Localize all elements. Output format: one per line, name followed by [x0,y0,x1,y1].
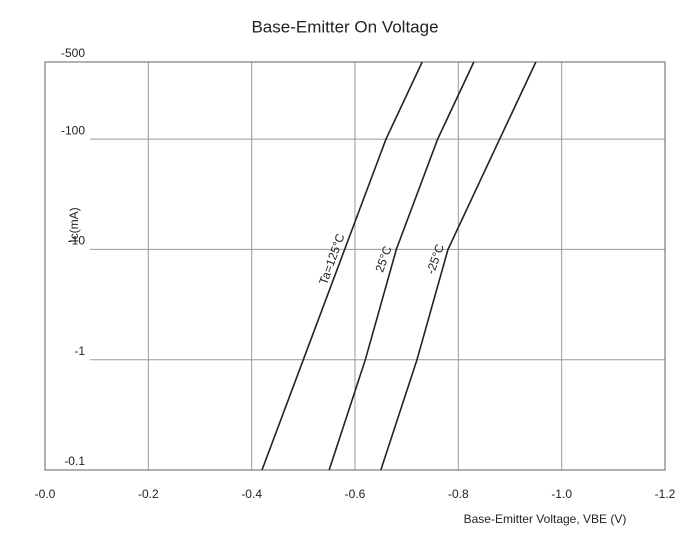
y-tick-label: -500 [61,46,85,60]
y-tick-label: -10 [68,234,86,248]
background [0,0,682,546]
y-tick-label: -0.1 [64,454,85,468]
x-tick-label: -1.2 [655,487,676,501]
x-axis-label: Base-Emitter Voltage, VBE (V) [464,512,627,526]
chart: Base-Emitter On Voltage Base-Emitter Vol… [0,0,682,546]
x-tick-label: -0.4 [241,487,262,501]
y-tick-label: -1 [74,344,85,358]
x-tick-label: -0.2 [138,487,159,501]
page: Base-Emitter On Voltage Base-Emitter Vol… [0,0,682,546]
x-tick-label: -0.6 [345,487,366,501]
y-tick-label: -100 [61,123,85,137]
x-tick-label: -0.0 [35,487,56,501]
x-tick-label: -1.0 [551,487,572,501]
x-tick-label: -0.8 [448,487,469,501]
chart-title: Base-Emitter On Voltage [251,17,438,36]
